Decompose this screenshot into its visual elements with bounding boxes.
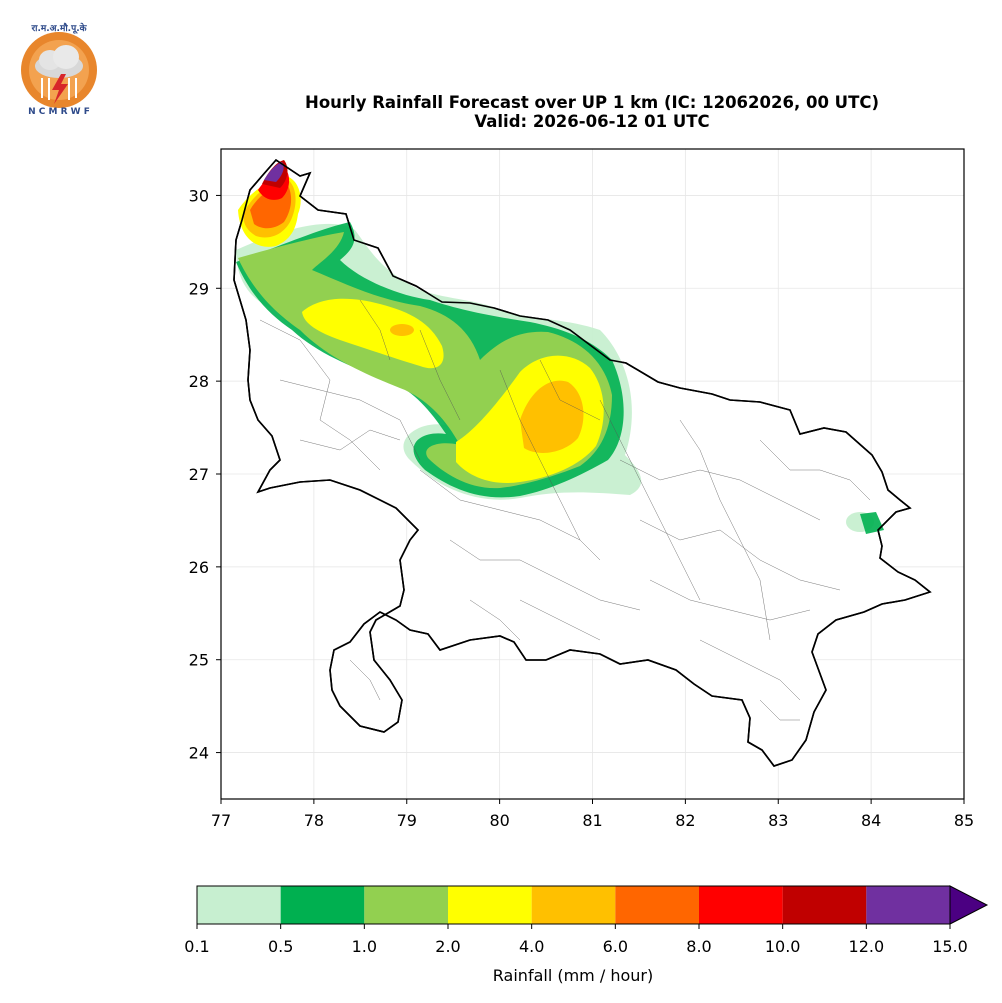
colorbar-segment [531, 886, 616, 924]
colorbar-segment [448, 886, 532, 924]
x-axis-ticks: 77 78 79 80 81 82 83 84 85 [211, 799, 974, 830]
colorbar-tick-label: 4.0 [519, 937, 544, 956]
x-tick-label: 77 [211, 811, 231, 830]
colorbar-segment [699, 886, 783, 924]
y-tick-label: 26 [189, 558, 209, 577]
colorbar-label: Rainfall (mm / hour) [492, 966, 654, 985]
map-title: Hourly Rainfall Forecast over UP 1 km (I… [305, 93, 879, 112]
x-tick-label: 85 [954, 811, 974, 830]
ncmrwf-logo: रा.म.अ.मौ.पू.के N C M R W F [21, 22, 97, 115]
colorbar-tick-label: 6.0 [603, 937, 628, 956]
colorbar-segment [866, 886, 950, 924]
x-tick-label: 79 [397, 811, 417, 830]
rain-band-purple [264, 162, 284, 182]
colorbar-frame [196, 885, 951, 925]
colorbar-segment [782, 886, 867, 924]
colorbar-tick-label: 10.0 [765, 937, 801, 956]
colorbar-tick-label: 2.0 [435, 937, 460, 956]
up-state-border [233, 158, 932, 767]
colorbar-segment [197, 886, 281, 924]
colorbar-tick-label: 0.1 [184, 937, 209, 956]
map-title-block: Hourly Rainfall Forecast over UP 1 km (I… [180, 93, 1002, 131]
colorbar-tick-label: 12.0 [849, 937, 885, 956]
lightning-bolt-icon [52, 74, 68, 104]
colorbar-segment [364, 886, 448, 924]
x-tick-label: 83 [768, 811, 788, 830]
y-axis-ticks: 30 29 28 27 26 25 24 [189, 186, 221, 763]
colorbar-tick-label: 8.0 [686, 937, 711, 956]
x-tick-label: 80 [489, 811, 509, 830]
cloud-icon [35, 45, 83, 78]
district-boundaries [259, 299, 871, 721]
x-tick-label: 84 [861, 811, 881, 830]
colorbar-segment [280, 886, 365, 924]
y-tick-label: 27 [189, 465, 209, 484]
map-subtitle: Valid: 2026-06-12 01 UTC [474, 112, 710, 131]
colorbar-extend-arrow [949, 885, 989, 925]
logo-top-text: रा.म.अ.मौ.पू.के [30, 22, 87, 34]
logo-bottom-text: N C M R W F [28, 107, 90, 115]
colorbar-tick-label: 1.0 [352, 937, 377, 956]
colorbar-tick-label: 15.0 [932, 937, 968, 956]
y-tick-label: 30 [189, 186, 209, 205]
y-tick-label: 25 [189, 651, 209, 670]
y-tick-label: 29 [189, 279, 209, 298]
y-tick-label: 28 [189, 372, 209, 391]
x-tick-label: 78 [304, 811, 324, 830]
rainfall-colorbar: 0.1 0.5 1.0 2.0 4.0 6.0 8.0 10.0 12.0 15.0 [184, 885, 989, 956]
x-tick-label: 81 [582, 811, 602, 830]
x-tick-label: 82 [675, 811, 695, 830]
colorbar-segment [615, 886, 699, 924]
rain-lines-icon [41, 78, 77, 100]
y-tick-label: 24 [189, 744, 209, 763]
colorbar-tick-label: 0.5 [268, 937, 293, 956]
